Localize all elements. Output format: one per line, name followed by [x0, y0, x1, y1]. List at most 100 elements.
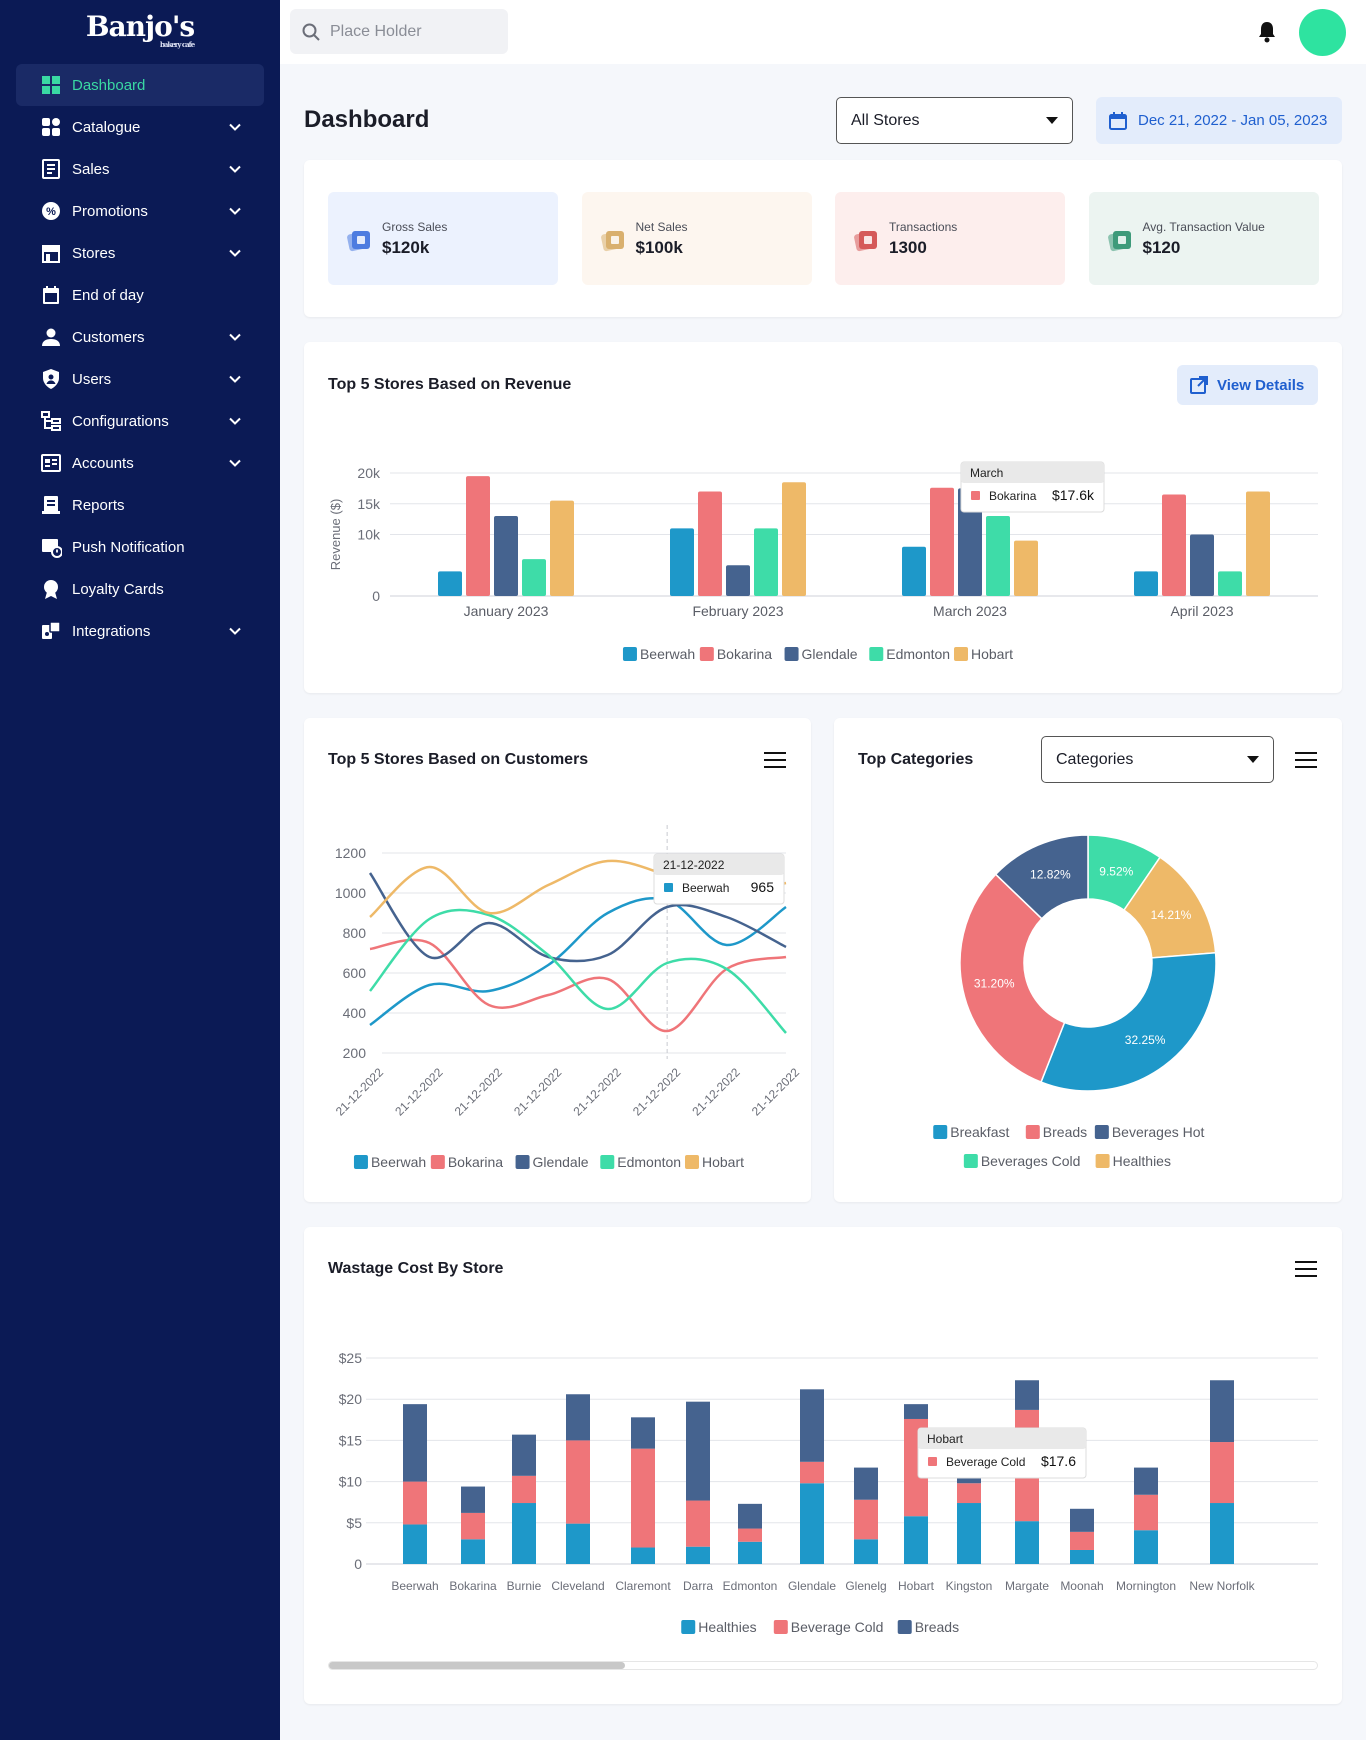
sidebar-item-integrations[interactable]: Integrations — [16, 610, 264, 652]
bar-segment-beverage-cold[interactable] — [1134, 1494, 1158, 1531]
bar-glendale[interactable] — [1190, 534, 1214, 597]
bar-hobart[interactable] — [1246, 491, 1270, 596]
chart-scrollbar[interactable] — [328, 1661, 1318, 1670]
view-details-button[interactable]: View Details — [1177, 365, 1318, 405]
bar-segment-breads[interactable] — [904, 1404, 928, 1419]
bar-glendale[interactable] — [494, 516, 518, 596]
bar-segment-healthies[interactable] — [461, 1539, 485, 1564]
bar-glendale[interactable] — [726, 565, 750, 596]
bar-segment-breads[interactable] — [800, 1389, 824, 1462]
bar-segment-healthies[interactable] — [566, 1523, 590, 1564]
search-box[interactable] — [290, 9, 508, 54]
chevron-down-icon[interactable] — [228, 162, 242, 176]
bar-beerwah[interactable] — [902, 546, 926, 596]
sidebar-item-catalogue[interactable]: Catalogue — [16, 106, 264, 148]
bar-segment-breads[interactable] — [631, 1417, 655, 1449]
sidebar-item-stores[interactable]: Stores — [16, 232, 264, 274]
bar-bokarina[interactable] — [930, 487, 954, 596]
slice-beverages-hot[interactable] — [994, 834, 1089, 920]
chart-scrollbar-thumb[interactable] — [329, 1662, 625, 1669]
avatar[interactable] — [1299, 9, 1346, 56]
bar-segment-healthies[interactable] — [904, 1516, 928, 1564]
bar-segment-healthies[interactable] — [854, 1539, 878, 1564]
legend-item[interactable]: Glendale — [515, 1154, 589, 1170]
bar-hobart[interactable] — [1014, 540, 1038, 596]
legend-item[interactable]: Edmonton — [600, 1154, 681, 1170]
bar-segment-healthies[interactable] — [1070, 1549, 1094, 1564]
bar-segment-breads[interactable] — [1070, 1508, 1094, 1532]
bar-segment-breads[interactable] — [1134, 1467, 1158, 1495]
sidebar-item-promotions[interactable]: % Promotions — [16, 190, 264, 232]
bell-icon[interactable] — [1256, 20, 1278, 44]
bar-segment-breads[interactable] — [1015, 1380, 1039, 1410]
sidebar-item-end-of-day[interactable]: End of day — [16, 274, 264, 316]
bar-segment-breads[interactable] — [1210, 1380, 1234, 1443]
legend-item[interactable]: Breads — [897, 1619, 959, 1635]
bar-segment-breads[interactable] — [403, 1404, 427, 1482]
bar-segment-breads[interactable] — [854, 1467, 878, 1500]
bar-hobart[interactable] — [550, 500, 574, 596]
bar-segment-beverage-cold[interactable] — [631, 1448, 655, 1548]
bar-bokarina[interactable] — [1162, 494, 1186, 596]
legend-item[interactable]: Beverages Cold — [963, 1153, 1081, 1169]
bar-segment-healthies[interactable] — [1210, 1503, 1234, 1564]
sidebar-item-loyalty-cards[interactable]: Loyalty Cards — [16, 568, 264, 610]
chevron-down-icon[interactable] — [228, 414, 242, 428]
bar-segment-breads[interactable] — [566, 1394, 590, 1441]
bar-edmonton[interactable] — [754, 528, 778, 596]
bar-segment-healthies[interactable] — [631, 1547, 655, 1564]
bar-segment-healthies[interactable] — [1134, 1530, 1158, 1564]
sidebar-item-reports[interactable]: Reports — [16, 484, 264, 526]
bar-segment-beverage-cold[interactable] — [512, 1475, 536, 1504]
chevron-down-icon[interactable] — [228, 246, 242, 260]
legend-item[interactable]: Bokarina — [430, 1154, 503, 1170]
bar-segment-healthies[interactable] — [957, 1503, 981, 1564]
bar-segment-beverage-cold[interactable] — [686, 1500, 710, 1547]
bar-beerwah[interactable] — [438, 571, 462, 596]
legend-item[interactable]: Hobart — [954, 646, 1013, 662]
bar-segment-beverage-cold[interactable] — [461, 1512, 485, 1540]
brand-logo[interactable]: Banjo's bakery cafe — [0, 10, 280, 49]
categories-select[interactable]: Categories — [1041, 736, 1274, 783]
line-bokarina[interactable] — [369, 938, 787, 1033]
bar-segment-beverage-cold[interactable] — [800, 1461, 824, 1484]
sidebar-item-accounts[interactable]: Accounts — [16, 442, 264, 484]
sidebar-item-dashboard[interactable]: Dashboard — [16, 64, 264, 106]
bar-segment-breads[interactable] — [738, 1503, 762, 1529]
chevron-down-icon[interactable] — [228, 624, 242, 638]
bar-segment-healthies[interactable] — [1015, 1521, 1039, 1564]
legend-item[interactable]: Healthies — [681, 1619, 757, 1635]
bar-segment-breads[interactable] — [686, 1401, 710, 1501]
store-filter-select[interactable]: All Stores — [836, 97, 1073, 144]
bar-edmonton[interactable] — [986, 516, 1010, 596]
bar-glendale[interactable] — [958, 488, 982, 596]
bar-bokarina[interactable] — [698, 491, 722, 596]
bar-beerwah[interactable] — [1134, 571, 1158, 596]
menu-icon[interactable] — [1295, 1260, 1317, 1278]
date-range-button[interactable]: Dec 21, 2022 - Jan 05, 2023 — [1096, 97, 1342, 144]
menu-icon[interactable] — [764, 751, 786, 769]
legend-item[interactable]: Healthies — [1095, 1153, 1171, 1169]
sidebar-item-users[interactable]: Users — [16, 358, 264, 400]
legend-item[interactable]: Beverage Cold — [773, 1619, 884, 1635]
legend-item[interactable]: Glendale — [784, 646, 858, 662]
bar-segment-beverage-cold[interactable] — [1210, 1442, 1234, 1504]
sidebar-item-configurations[interactable]: Configurations — [16, 400, 264, 442]
legend-item[interactable]: Beerwah — [353, 1154, 426, 1170]
sidebar-item-sales[interactable]: Sales — [16, 148, 264, 190]
bar-hobart[interactable] — [782, 482, 806, 596]
legend-item[interactable]: Hobart — [685, 1154, 744, 1170]
chevron-down-icon[interactable] — [228, 456, 242, 470]
chevron-down-icon[interactable] — [228, 372, 242, 386]
slice-breakfast[interactable] — [1040, 951, 1217, 1092]
menu-icon[interactable] — [1295, 751, 1317, 769]
bar-segment-beverage-cold[interactable] — [566, 1440, 590, 1524]
bar-segment-healthies[interactable] — [512, 1503, 536, 1564]
bar-segment-beverage-cold[interactable] — [1070, 1531, 1094, 1550]
legend-item[interactable]: Breakfast — [933, 1124, 1009, 1140]
slice-breads[interactable] — [959, 873, 1066, 1084]
chevron-down-icon[interactable] — [228, 330, 242, 344]
bar-segment-breads[interactable] — [512, 1434, 536, 1476]
bar-edmonton[interactable] — [522, 559, 546, 596]
legend-item[interactable]: Bokarina — [699, 646, 772, 662]
